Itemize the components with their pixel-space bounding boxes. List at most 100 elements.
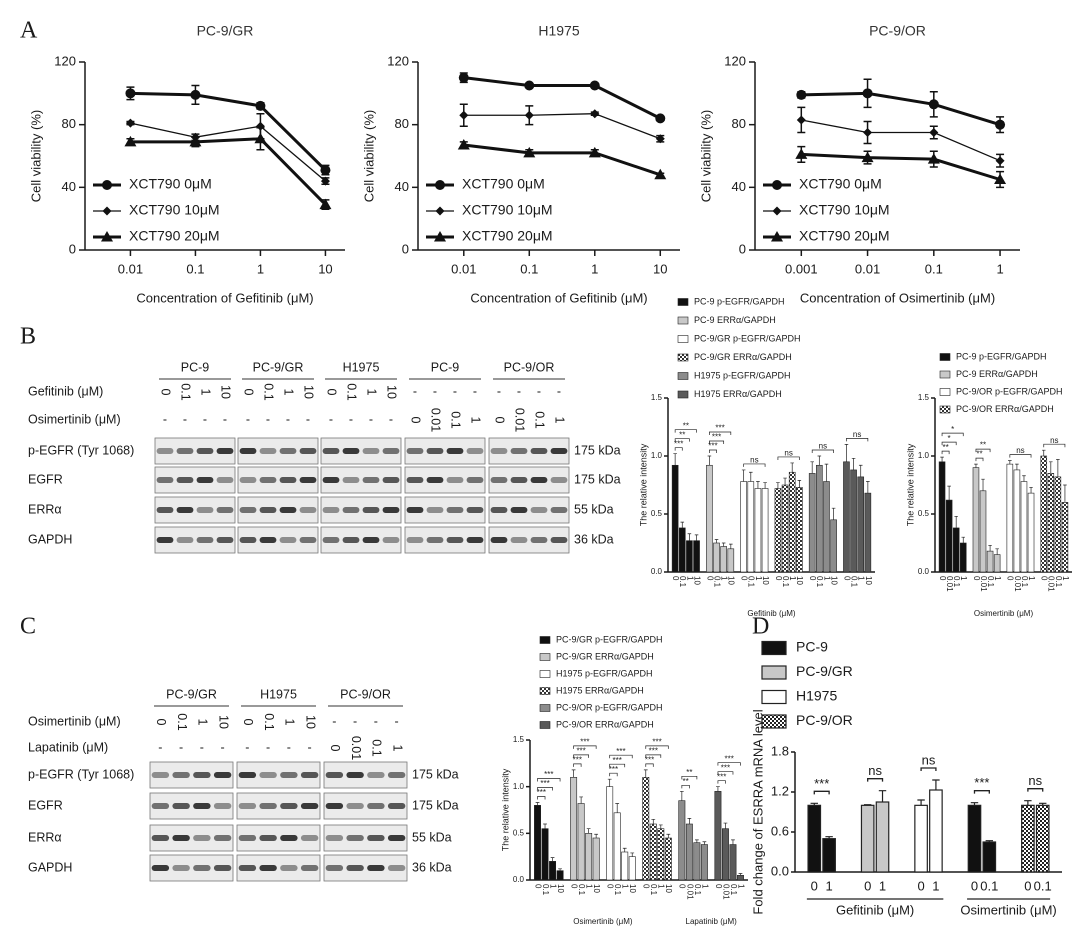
x-tick-label: 0.01	[721, 884, 730, 900]
data-point	[995, 156, 1005, 166]
blot-band	[322, 537, 340, 543]
error-bar	[995, 548, 999, 555]
blot-group-label: PC-9/OR	[340, 687, 391, 701]
group-label: Osimertinib (μM)	[960, 902, 1056, 917]
data-point	[927, 153, 940, 164]
error-bar	[716, 786, 720, 792]
error-bar	[917, 799, 925, 806]
y-tick-label: 1.5	[513, 735, 525, 744]
x-tick-label: 1	[585, 884, 594, 889]
blot-band	[342, 477, 360, 483]
significance-bracket	[1043, 443, 1066, 448]
treatment-label: 0	[493, 417, 507, 424]
bar	[857, 476, 865, 573]
x-tick-label: 0.1	[952, 576, 961, 588]
treatment-label: -	[308, 740, 312, 754]
significance-label: ns	[868, 763, 882, 778]
band-size: 175 kDa	[412, 767, 459, 781]
blot-band	[466, 537, 484, 543]
y-tick-label: 0.6	[771, 823, 789, 838]
x-tick-label: 0.01	[118, 261, 143, 276]
blot-band	[176, 507, 194, 513]
legend-swatch	[539, 704, 551, 712]
significance-bracket	[674, 438, 690, 442]
bar	[556, 870, 564, 881]
x-tick-label: 0.1	[849, 576, 858, 588]
legend-swatch	[761, 689, 787, 705]
series-line	[463, 143, 661, 177]
bar	[822, 838, 836, 873]
blot-band	[387, 835, 406, 841]
error-bar	[607, 778, 612, 787]
group-label: Lapatinib (μM)	[686, 917, 738, 926]
series-line	[801, 152, 1001, 181]
data-point	[795, 148, 808, 159]
blot-band	[300, 803, 319, 809]
bar	[678, 800, 686, 881]
legend-label: XCT790 0μM	[129, 176, 212, 192]
significance-bracket	[846, 438, 869, 442]
treatment-label: 0.1	[262, 713, 276, 730]
treatment-label: 10	[303, 715, 317, 729]
bar	[830, 519, 837, 573]
bar	[761, 488, 769, 573]
blot-band	[346, 803, 364, 809]
blot-band	[530, 507, 548, 513]
significance-label: **	[682, 777, 688, 786]
bar	[693, 540, 700, 573]
blot-band	[322, 477, 340, 483]
legend-swatch	[677, 372, 689, 380]
error-bar	[824, 463, 829, 482]
error-bar	[858, 464, 863, 477]
blot-band	[362, 507, 380, 513]
x-tick-label: 0.1	[186, 261, 204, 276]
blot-band	[279, 507, 297, 513]
legend-label: PC-9/OR p-EGFR/GAPDH	[956, 386, 1063, 396]
significance-label: ***	[674, 439, 683, 448]
legend-swatch	[939, 405, 951, 414]
bar	[737, 875, 744, 881]
error-bar	[940, 456, 944, 462]
treatment-label: 0.01	[513, 408, 527, 432]
error-bar	[851, 457, 856, 470]
treatment-label: 0.1	[179, 383, 193, 400]
y-tick-label: 1.0	[513, 782, 525, 791]
significance-bracket	[681, 784, 690, 789]
blot-band	[342, 537, 360, 543]
x-tick-label: 0	[864, 878, 871, 893]
significance-bracket	[674, 429, 697, 433]
data-point	[320, 165, 331, 176]
x-tick-label: 0.001	[785, 261, 818, 276]
significance-bracket	[941, 450, 950, 455]
blot-group-label: H1975	[343, 360, 380, 374]
significance-bracket	[717, 762, 741, 766]
y-tick-label: 1.5	[651, 393, 663, 402]
y-tick-label: 0.5	[918, 509, 930, 518]
blot-band	[387, 772, 406, 778]
error-bar	[695, 839, 699, 843]
legend-label: PC-9/OR	[796, 712, 853, 728]
blot-band	[279, 448, 297, 454]
treatment-label: 0.01	[349, 736, 363, 760]
blot-band	[342, 507, 360, 513]
bar	[657, 828, 665, 881]
blot-band	[213, 772, 232, 778]
legend-label: PC-9 p-EGFR/GAPDH	[956, 351, 1047, 361]
error-bar	[763, 482, 767, 489]
legend-swatch	[539, 721, 551, 729]
band-label: GAPDH	[28, 532, 72, 546]
legend-swatch	[677, 298, 689, 306]
treatment-label: -	[369, 412, 373, 426]
error-bar	[594, 833, 599, 838]
y-tick-label: 40	[62, 179, 76, 194]
y-tick-label: 1.8	[771, 743, 789, 758]
blot-band	[259, 835, 277, 841]
treatment-label: -	[557, 384, 561, 398]
x-tick-label: 10	[664, 884, 673, 893]
bar	[796, 487, 803, 573]
blot-band	[406, 537, 424, 543]
legend-swatch	[761, 665, 787, 680]
x-tick-label: 0	[606, 884, 615, 889]
x-tick-label: 1	[720, 576, 729, 581]
blot-band	[279, 477, 297, 483]
